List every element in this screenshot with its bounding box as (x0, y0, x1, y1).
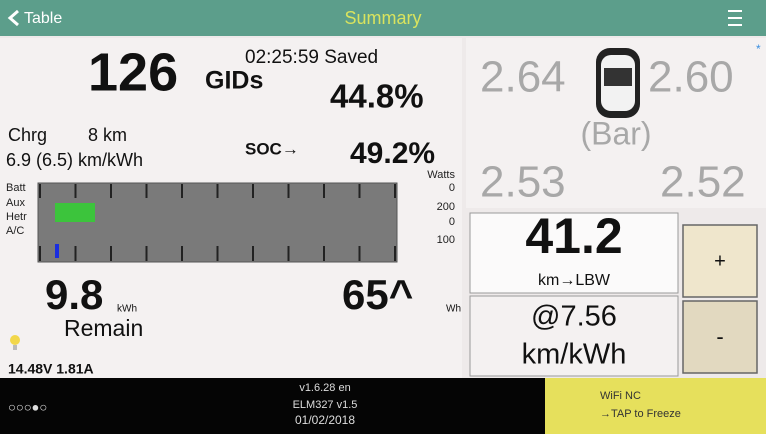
screen-title: Summary (344, 8, 421, 28)
lbw-label: km→LBW (538, 272, 611, 289)
used-unit: Wh (446, 304, 461, 315)
tire-marker: * (756, 42, 761, 56)
remain-value: 9.8 (45, 271, 103, 318)
wifi-status[interactable]: WiFi NC (600, 390, 641, 402)
tire-front-left: 2.64 (480, 53, 566, 102)
chrg-label: Chrg (8, 125, 47, 145)
back-icon[interactable] (7, 9, 19, 27)
page-dots[interactable]: ○○○●○ (8, 399, 47, 414)
gauge-reading: 0 (449, 182, 455, 194)
bulb-icon (10, 335, 20, 350)
plus-label[interactable]: + (714, 250, 726, 272)
minus-label[interactable]: - (716, 324, 723, 349)
gids-value: 126 (88, 42, 178, 102)
rate-box (469, 295, 679, 377)
top-bar (0, 0, 766, 36)
gauge-row-label: Aux (6, 197, 25, 209)
gauge-row-label: Batt (6, 182, 26, 194)
tire-rear-right: 2.52 (660, 158, 746, 207)
rate-unit: km/kWh (522, 339, 627, 371)
remain-unit: kWh (117, 304, 137, 315)
aux-bar (55, 203, 95, 222)
ac-bar (55, 244, 59, 258)
gauge-reading: 100 (437, 234, 455, 246)
lbw-box (469, 212, 679, 294)
version-line: ELM327 v1.5 (293, 399, 358, 411)
gids-label: GIDs (205, 67, 263, 95)
version-line: v1.6.28 en (299, 382, 350, 394)
lbw-value: 41.2 (525, 208, 622, 264)
menu-icon[interactable] (728, 10, 742, 26)
used-value: 65^ (342, 271, 413, 318)
tire-front-right: 2.60 (648, 53, 734, 102)
soc-value: 49.2% (350, 137, 435, 170)
gauge-reading: 0 (449, 216, 455, 228)
rate-value: @7.56 (531, 301, 617, 333)
tire-unit: (Bar) (580, 115, 651, 151)
chrg-range: 8 km (88, 125, 127, 145)
tire-rear-left: 2.53 (480, 158, 566, 207)
voltage: 14.48V 1.81A (8, 361, 94, 377)
version-line: 01/02/2018 (295, 413, 355, 427)
gauge-reading: 200 (437, 201, 455, 213)
gauge-row-label: A/C (6, 225, 24, 237)
efficiency: 6.9 (6.5) km/kWh (6, 150, 143, 170)
remain-label: Remain (64, 315, 143, 341)
soc-label: SOC→ (245, 139, 299, 158)
plus-button[interactable] (682, 224, 758, 298)
wifi-button[interactable] (545, 378, 766, 434)
time-saved: 02:25:59 Saved (245, 47, 378, 68)
minus-button[interactable] (682, 300, 758, 374)
gauge-unit: Watts (427, 169, 455, 181)
wifi-action[interactable]: →TAP to Freeze (600, 408, 681, 420)
car-icon (596, 48, 640, 118)
gauge-row-label: Hetr (6, 211, 27, 223)
gids-percent: 44.8% (330, 78, 424, 115)
gauge-ticks (39, 184, 396, 261)
back-button[interactable]: Table (24, 10, 62, 27)
